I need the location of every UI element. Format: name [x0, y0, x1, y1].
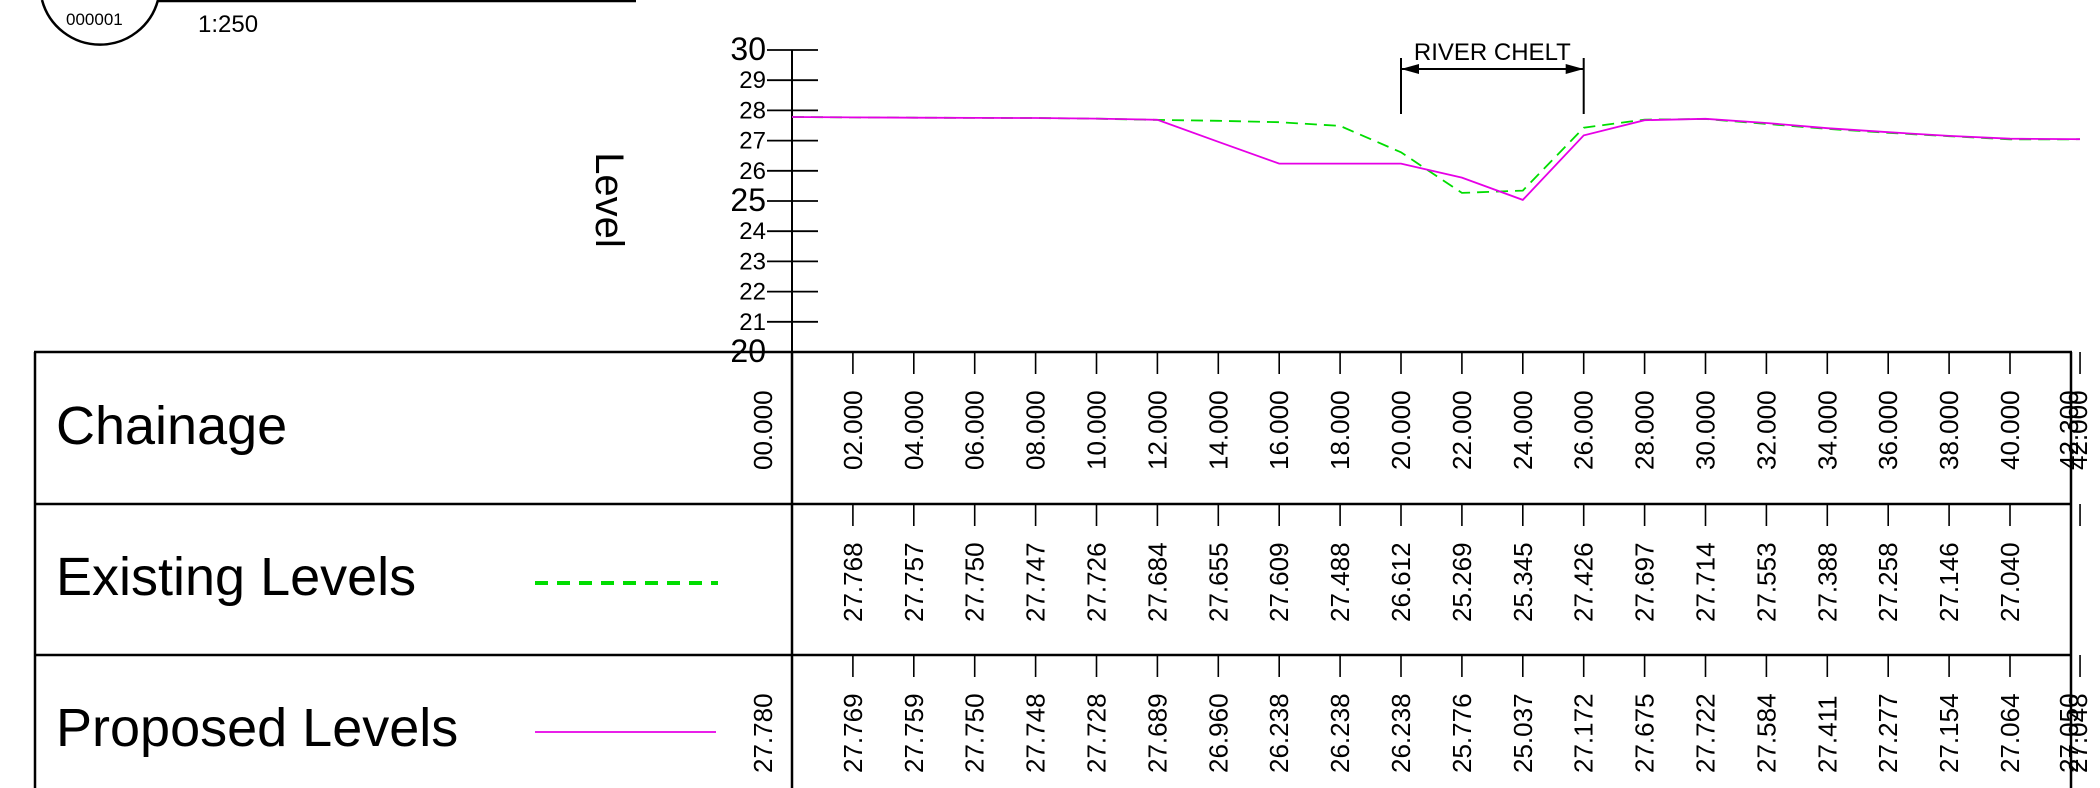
scale-label: 1:250 — [198, 11, 258, 38]
chainage-value: 34.000 — [1812, 390, 1842, 470]
proposed-level-value: 25.037 — [1508, 693, 1538, 773]
chainage-value: 12.000 — [1142, 390, 1172, 470]
river-annotation: RIVER CHELT — [1400, 39, 1585, 114]
chainage-value: 38.000 — [1934, 390, 1964, 470]
y-tick-label-25: 25 — [730, 182, 766, 218]
y-tick-label-26: 26 — [739, 158, 766, 185]
proposed-level-value: 26.960 — [1203, 693, 1233, 773]
y-tick-label-24: 24 — [739, 218, 766, 245]
existing-level-value: 27.757 — [899, 542, 929, 622]
river-label: RIVER CHELT — [1414, 39, 1571, 66]
chainage-value: 24.000 — [1508, 390, 1538, 470]
existing-level-value: 27.684 — [1142, 542, 1172, 622]
chainage-value: 30.000 — [1691, 390, 1721, 470]
existing-level-value: 27.426 — [1569, 542, 1599, 622]
proposed-level-value: 27.750 — [960, 693, 990, 773]
existing-level-value: 27.040 — [1995, 542, 2025, 622]
chainage-value: 16.000 — [1264, 390, 1294, 470]
proposed-level-value: 27.154 — [1934, 693, 1964, 773]
chainage-value: 02.000 — [838, 390, 868, 470]
existing-level-value: 27.388 — [1812, 542, 1842, 622]
river-arrow-left — [1401, 64, 1419, 74]
chainage-value: 42.000 — [2063, 390, 2093, 470]
existing-level-value: 26.612 — [1386, 542, 1416, 622]
proposed-level-value: 26.238 — [1264, 693, 1294, 773]
y-axis-label: Level — [587, 152, 631, 248]
existing-level-value: 25.345 — [1508, 542, 1538, 622]
existing-level-value: 27.697 — [1630, 542, 1660, 622]
y-tick-label-29: 29 — [739, 67, 766, 94]
existing-level-value: 25.269 — [1447, 542, 1477, 622]
proposed-level-value: 27.064 — [1995, 693, 2025, 773]
existing-level-value: 27.488 — [1325, 542, 1355, 622]
existing-levels-line — [791, 116, 2081, 194]
y-tick-label-30: 30 — [730, 31, 766, 67]
existing-level-value: 27.258 — [1873, 542, 1903, 622]
y-tick-label-28: 28 — [739, 97, 766, 124]
existing-level-value: 27.726 — [1082, 542, 1112, 622]
river-arrow-right — [1565, 64, 1584, 74]
proposed-level-value: 27.780 — [748, 693, 778, 773]
proposed-level-value: 27.675 — [1630, 693, 1660, 773]
chainage-value: 28.000 — [1630, 390, 1660, 470]
proposed-level-value: 27.759 — [899, 693, 929, 773]
proposed-level-value: 26.238 — [1325, 693, 1355, 773]
existing-level-value: 27.768 — [838, 542, 868, 622]
proposed-level-value: 27.172 — [1569, 693, 1599, 773]
chainage-value: 06.000 — [960, 390, 990, 470]
proposed-level-value: 27.728 — [1082, 693, 1112, 773]
existing-level-value: 27.714 — [1691, 542, 1721, 622]
row-label-proposed: Proposed Levels — [56, 698, 458, 758]
drawing-number-circle — [40, 0, 160, 46]
proposed-level-value: 27.411 — [1812, 695, 1842, 773]
proposed-level-value: 27.689 — [1142, 693, 1172, 773]
proposed-level-value: 27.769 — [838, 693, 868, 773]
y-tick-label-22: 22 — [739, 279, 766, 306]
proposed-level-value: 27.722 — [1691, 693, 1721, 773]
y-tick-label-23: 23 — [739, 248, 766, 275]
y-tick-label-27: 27 — [739, 128, 766, 155]
drawing-number: 000001 — [66, 10, 123, 29]
proposed-levels-line — [791, 116, 2081, 201]
proposed-level-value: 27.050 — [2054, 693, 2084, 773]
proposed-level-value: 27.048 — [2063, 693, 2093, 773]
chainage-value: 08.000 — [1021, 390, 1051, 470]
existing-level-value: 27.146 — [1934, 542, 1964, 622]
existing-level-value: 27.750 — [960, 542, 990, 622]
chainage-value: 00.000 — [748, 390, 778, 470]
chainage-value: 10.000 — [1082, 390, 1112, 470]
existing-level-value: 27.747 — [1021, 542, 1051, 622]
chainage-value: 32.000 — [1751, 390, 1781, 470]
chainage-value: 04.000 — [899, 390, 929, 470]
chainage-value: 14.000 — [1203, 390, 1233, 470]
chainage-value: 18.000 — [1325, 390, 1355, 470]
y-tick-label-21: 21 — [739, 309, 766, 336]
row-label-chainage: Chainage — [56, 396, 287, 456]
existing-level-value: 27.609 — [1264, 542, 1294, 622]
proposed-level-value: 25.776 — [1447, 693, 1477, 773]
chainage-value: 26.000 — [1569, 390, 1599, 470]
proposed-level-value: 26.238 — [1386, 693, 1416, 773]
chainage-value: 40.000 — [1995, 390, 2025, 470]
chainage-value: 22.000 — [1447, 390, 1477, 470]
proposed-level-value: 27.277 — [1873, 693, 1903, 773]
data-table-grid — [33, 350, 2073, 788]
table-columns: 00.000 27.780 02.000 27.768 27.769 04.000 27.7… — [748, 352, 2093, 773]
row-label-existing: Existing Levels — [56, 547, 416, 607]
chainage-value: 42.300 — [2054, 390, 2084, 470]
existing-level-value: 27.553 — [1751, 542, 1781, 622]
existing-level-value: 27.655 — [1203, 542, 1233, 622]
proposed-level-value: 27.584 — [1751, 693, 1781, 773]
chainage-value: 20.000 — [1386, 390, 1416, 470]
proposed-level-value: 27.748 — [1021, 693, 1051, 773]
chainage-value: 36.000 — [1873, 390, 1903, 470]
